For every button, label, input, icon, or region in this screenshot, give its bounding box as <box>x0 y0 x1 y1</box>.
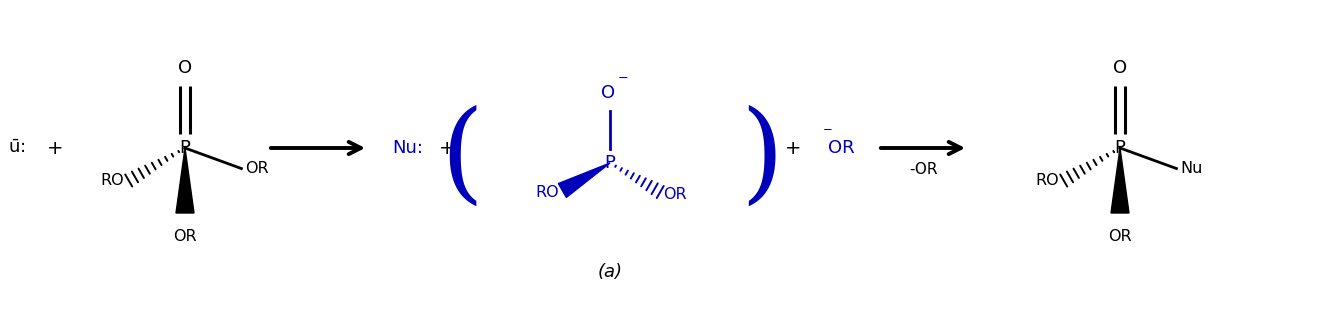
Text: RO: RO <box>100 173 124 188</box>
Text: OR: OR <box>828 139 854 157</box>
Text: RO: RO <box>536 185 560 200</box>
Text: (a): (a) <box>597 263 623 281</box>
Text: Nu: Nu <box>1181 161 1202 176</box>
Polygon shape <box>559 163 611 197</box>
Text: OR: OR <box>1108 229 1132 244</box>
Text: $^-$: $^-$ <box>820 125 833 143</box>
Text: ): ) <box>740 105 784 211</box>
Text: -OR: -OR <box>909 162 937 177</box>
Text: (: ( <box>440 105 484 211</box>
Text: +: + <box>47 139 63 158</box>
Text: Nu:: Nu: <box>392 139 423 157</box>
Text: O: O <box>177 59 192 77</box>
Polygon shape <box>1110 148 1129 213</box>
Text: OR: OR <box>245 161 269 176</box>
Text: O: O <box>601 84 615 102</box>
Text: OR: OR <box>664 186 686 202</box>
Text: +: + <box>439 139 456 158</box>
Text: $^-$: $^-$ <box>615 74 629 92</box>
Text: OR: OR <box>173 229 197 244</box>
Text: O: O <box>1113 59 1128 77</box>
Text: P: P <box>180 139 191 157</box>
Polygon shape <box>176 148 195 213</box>
Text: +: + <box>785 139 801 158</box>
Text: $\bar{\mathrm{u}}$:: $\bar{\mathrm{u}}$: <box>8 139 25 157</box>
Text: P: P <box>605 154 616 172</box>
Text: RO: RO <box>1036 173 1058 188</box>
Text: P: P <box>1114 139 1125 157</box>
